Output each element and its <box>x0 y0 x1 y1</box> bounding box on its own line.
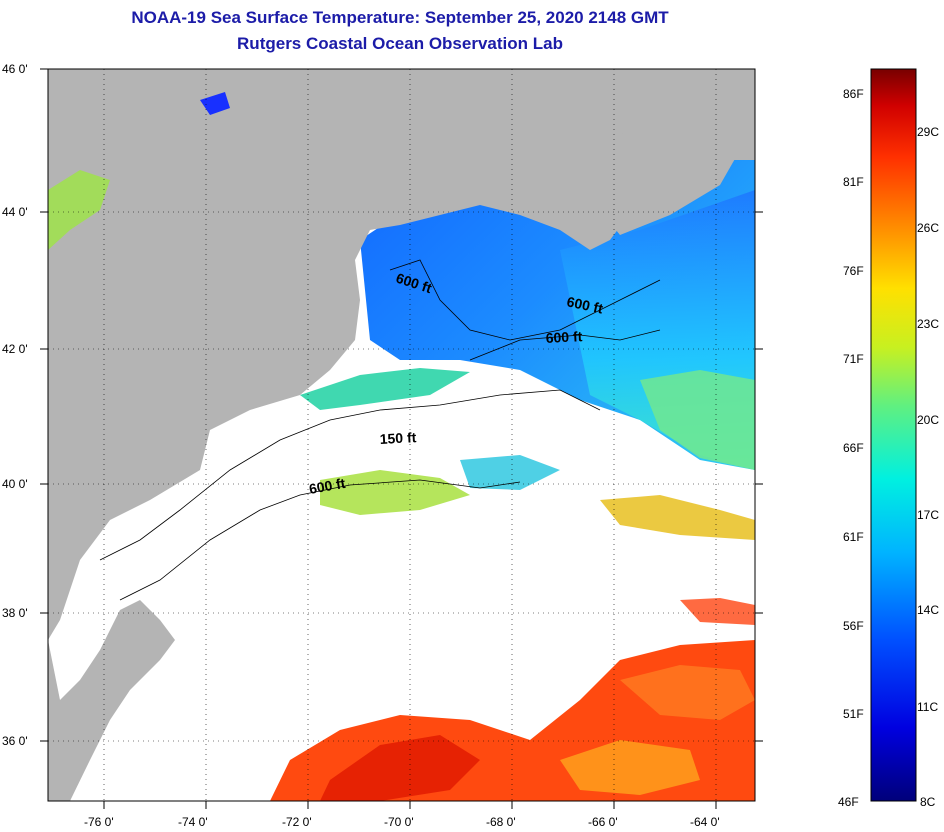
shelf-patch-3 <box>600 495 755 540</box>
colorbar-f-label: 76F <box>843 264 864 278</box>
colorbar-c-label: 26C <box>917 221 939 235</box>
plot-frame <box>47 68 756 802</box>
lat-label: 38 0' <box>2 606 28 620</box>
colorbar-f-label: 46F <box>838 795 859 809</box>
colorbar-c-label: 23C <box>917 317 939 331</box>
lon-label: -66 0' <box>588 815 618 829</box>
contour-label: 600 ft <box>308 475 347 497</box>
shelf-warm-patch <box>640 370 755 470</box>
graticule <box>48 69 755 801</box>
lat-label: 40 0' <box>2 477 28 491</box>
colorbar-f-label: 81F <box>843 175 864 189</box>
contour-label: 150 ft <box>379 429 417 447</box>
depth-contours <box>99 259 661 601</box>
temperature-colorbar <box>870 68 917 802</box>
lake-ontario <box>48 170 110 320</box>
colorbar-f-label: 61F <box>843 530 864 544</box>
lon-label: -72 0' <box>282 815 312 829</box>
lon-label: -64 0' <box>690 815 720 829</box>
colorbar-f-label: 51F <box>843 707 864 721</box>
map-subtitle: Rutgers Coastal Ocean Observation Lab <box>237 34 563 53</box>
lon-label: -76 0' <box>84 815 114 829</box>
lon-label: -74 0' <box>178 815 208 829</box>
southern-new-england-water <box>300 368 470 410</box>
contour-label: 600 ft <box>545 328 583 346</box>
lat-label: 36 0' <box>2 734 28 748</box>
map-title: NOAA-19 Sea Surface Temperature: Septemb… <box>131 8 669 27</box>
colorbar-c-label: 29C <box>917 125 939 139</box>
colorbar-c-label: 17C <box>917 508 939 522</box>
lon-label: -70 0' <box>384 815 414 829</box>
colorbar-c-label: 14C <box>917 603 939 617</box>
colorbar-c-label: 11C <box>917 700 938 714</box>
lat-label: 46 0' <box>2 62 28 76</box>
lon-label: -68 0' <box>486 815 516 829</box>
colorbar-f-label: 71F <box>843 352 864 366</box>
shelf-patch-1 <box>320 470 470 515</box>
colorbar-f-label: 56F <box>843 619 864 633</box>
delmarva-land <box>48 600 175 801</box>
colorbar-c-label: 20C <box>917 413 939 427</box>
shelf-patch-2 <box>460 455 560 490</box>
warm-eddy-patch <box>680 598 755 625</box>
lat-label: 44 0' <box>2 205 28 219</box>
nova-scotia <box>590 120 740 235</box>
inland-water <box>200 92 230 115</box>
axis-ticks <box>40 68 763 809</box>
lat-label: 42 0' <box>2 342 28 356</box>
colorbar-c-label: 8C <box>920 795 936 809</box>
colorbar-f-label: 86F <box>843 87 864 101</box>
contour-label: 600 ft <box>565 293 604 316</box>
colorbar-f-label: 66F <box>843 441 864 455</box>
